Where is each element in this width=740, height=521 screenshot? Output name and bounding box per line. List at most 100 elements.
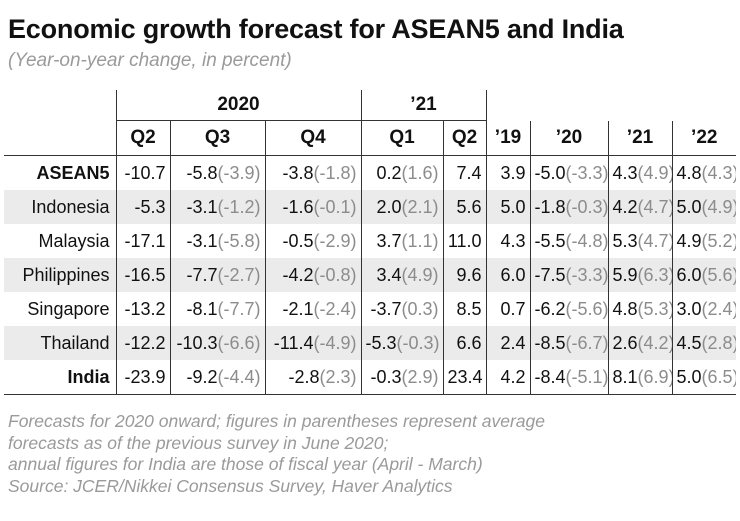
previous-forecast-value: (-5.8)	[217, 230, 261, 251]
table-row: Singapore -13.2 -8.1(-7.7) -2.1(-2.4) -3.7(0…	[4, 292, 737, 326]
table-cell: 5.9(6.3)	[607, 258, 673, 292]
forecast-value: 3.4	[376, 264, 402, 285]
forecast-value: 0.2	[376, 162, 402, 183]
table-cell: -16.5	[115, 258, 170, 292]
forecast-value: 11.0	[447, 230, 482, 251]
forecast-value: -6.2	[534, 298, 566, 319]
previous-forecast-value: (-6.7)	[565, 332, 609, 353]
table-cell: -1.6(-0.1)	[264, 190, 361, 224]
forecast-value: 4.2	[612, 196, 638, 217]
forecast-value: 4.3	[612, 162, 638, 183]
table-cell: -7.7(-2.7)	[169, 258, 265, 292]
table-cell: -13.2	[115, 292, 170, 326]
forecast-value: -3.8	[282, 162, 314, 183]
table-cell: 5.0	[485, 190, 531, 224]
previous-forecast-value: (5.6)	[701, 264, 737, 285]
previous-forecast-value: (6.5)	[701, 366, 737, 387]
forecast-value: 5.0	[500, 196, 526, 217]
table-cell: 4.9(5.2)	[671, 224, 737, 258]
table-cell: 6.0	[485, 258, 531, 292]
forecast-value: 5.0	[676, 196, 702, 217]
header-group-21: ’21	[360, 90, 487, 121]
forecast-value: -13.2	[124, 298, 166, 319]
row-label: Philippines	[4, 258, 116, 292]
column-header: ’21	[607, 120, 673, 156]
column-header: ’19	[485, 120, 531, 156]
forecast-value: 4.2	[500, 366, 526, 387]
table-cell: 11.0	[442, 224, 487, 258]
column-header: Q2	[115, 120, 170, 156]
previous-forecast-value: (1.1)	[401, 230, 439, 251]
forecast-value: -2.1	[282, 298, 314, 319]
table-row: Philippines -16.5 -7.7(-2.7) -4.2(-0.8) 3.4(…	[4, 258, 737, 292]
forecast-value: 2.0	[376, 196, 402, 217]
column-header: Q3	[169, 120, 265, 156]
previous-forecast-value: (-2.9)	[313, 230, 357, 251]
table-cell: 3.9	[485, 155, 531, 190]
table-cell: 7.4	[442, 155, 487, 190]
forecast-value: -8.4	[534, 366, 566, 387]
forecast-value: -3.7	[370, 298, 402, 319]
row-label: Malaysia	[38, 230, 110, 251]
column-header: Q2	[442, 120, 487, 156]
forecast-value: 4.5	[676, 332, 702, 353]
previous-forecast-value: (5.2)	[701, 230, 737, 251]
previous-forecast-value: (4.7)	[637, 196, 673, 217]
forecast-value: 9.6	[456, 264, 482, 285]
previous-forecast-value: (-0.3)	[396, 332, 440, 353]
forecast-value: -5.0	[534, 162, 566, 183]
forecast-value: 8.1	[612, 366, 638, 387]
table-cell: -9.2(-4.4)	[169, 360, 265, 395]
table-cell: -17.1	[115, 224, 170, 258]
table-cell: -8.5(-6.7)	[529, 326, 609, 360]
column-header: Q4	[264, 120, 361, 156]
forecast-value: -5.5	[534, 230, 566, 251]
row-label: Thailand	[4, 326, 116, 360]
table-row: Malaysia -17.1 -3.1(-5.8) -0.5(-2.9) 3.7(1.1…	[4, 224, 737, 258]
previous-forecast-value: (-3.3)	[565, 264, 609, 285]
forecast-value: 4.8	[612, 298, 638, 319]
table-row: ASEAN5 -10.7 -5.8(-3.9) -3.8(-1.8) 0.2(1.6) 7…	[4, 155, 737, 190]
table-cell: -8.4(-5.1)	[529, 360, 609, 395]
footnote: Forecasts for 2020 onward; figures in pa…	[8, 411, 545, 497]
forecast-value: -10.3	[176, 332, 218, 353]
forecast-value: 5.0	[676, 366, 702, 387]
table-cell: 0.7	[485, 292, 531, 326]
table-cell: -12.2	[115, 326, 170, 360]
table-cell: 4.2(4.7)	[607, 190, 673, 224]
row-label: ASEAN5	[36, 162, 110, 183]
previous-forecast-value: (-3.3)	[565, 162, 609, 183]
forecast-value: -3.1	[186, 196, 218, 217]
table-cell: -1.8(-0.3)	[529, 190, 609, 224]
previous-forecast-value: (4.9)	[701, 196, 737, 217]
forecast-value: -8.5	[534, 332, 566, 353]
previous-forecast-value: (-1.8)	[313, 162, 357, 183]
previous-forecast-value: (-5.6)	[565, 298, 609, 319]
forecast-value: 6.0	[500, 264, 526, 285]
forecast-value: 4.8	[676, 162, 702, 183]
table-cell: -2.8(2.3)	[264, 360, 361, 395]
forecast-value: 7.4	[456, 162, 482, 183]
page-title: Economic growth forecast for ASEAN5 and …	[8, 14, 624, 44]
forecast-value: 3.9	[500, 162, 526, 183]
table-row: India -23.9 -9.2(-4.4) -2.8(2.3) -0.3(2.9) 23…	[4, 360, 737, 395]
previous-forecast-value: (-4.9)	[313, 332, 357, 353]
table-cell: -5.0(-3.3)	[529, 155, 609, 190]
column-header: ’22	[671, 120, 737, 156]
forecast-value: -11.4	[273, 332, 314, 353]
table-cell: 8.5	[442, 292, 487, 326]
previous-forecast-value: (5.3)	[637, 298, 673, 319]
forecast-value: 3.7	[376, 230, 402, 251]
forecast-value: -7.7	[186, 264, 218, 285]
forecast-value: 23.4	[447, 366, 483, 387]
table-cell: 2.0(2.1)	[360, 190, 443, 224]
previous-forecast-value: (2.3)	[319, 366, 357, 387]
table-cell: -5.3	[115, 190, 170, 224]
previous-forecast-value: (-5.1)	[565, 366, 609, 387]
table-cell: 5.6	[442, 190, 487, 224]
forecast-value: -10.7	[124, 162, 166, 183]
table-cell: 6.6	[442, 326, 487, 360]
forecast-value: -8.1	[186, 298, 218, 319]
table-cell: -10.7	[115, 155, 170, 190]
table-cell: 3.4(4.9)	[360, 258, 443, 292]
